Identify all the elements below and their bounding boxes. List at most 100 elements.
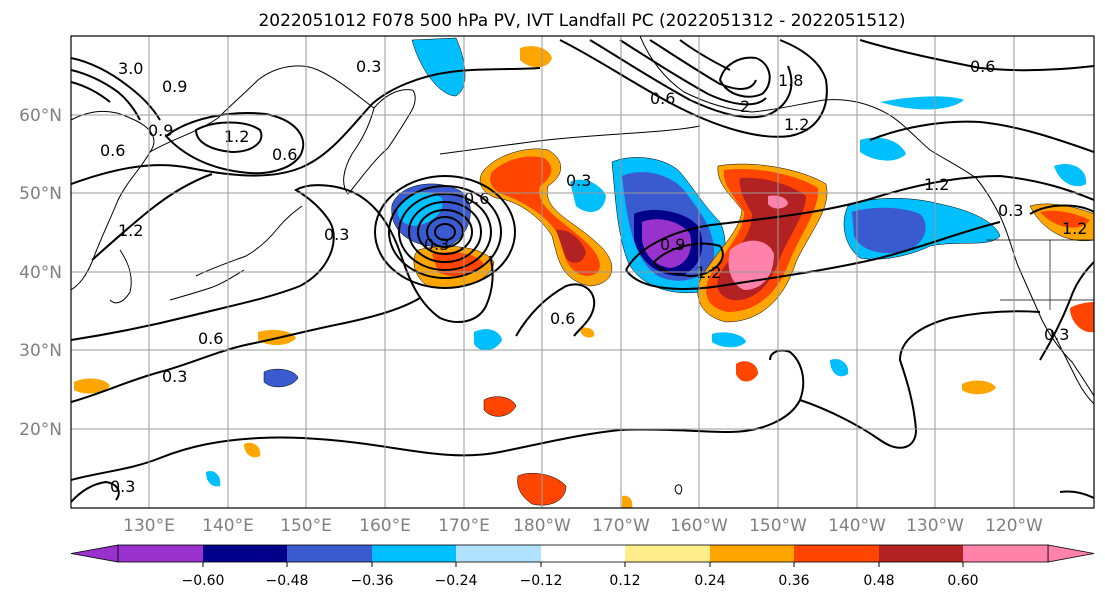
lon-tick-label: 170°W	[592, 516, 650, 536]
pv-contours	[71, 39, 1094, 503]
coastline-korea	[109, 249, 132, 304]
contour-line	[71, 69, 141, 121]
shade-region-negative	[474, 329, 502, 351]
figure-title: 2022051012 F078 500 hPa PV, IVT Landfall…	[258, 11, 905, 31]
contour-label: 0.3	[324, 225, 349, 244]
coastlines	[71, 36, 1094, 495]
shade-region-positive	[556, 229, 586, 263]
contour-label: 0.3	[162, 367, 187, 386]
colorbar-segment	[963, 545, 1048, 562]
contour-line	[434, 223, 456, 241]
lon-tick-label: 130°E	[123, 516, 175, 536]
coastline-hawaii	[674, 484, 683, 495]
shade-region-negative	[411, 37, 466, 97]
lon-tick-label: 160°W	[670, 516, 728, 536]
contour-line	[1039, 261, 1094, 361]
contour-label: 1.2	[224, 127, 249, 146]
contour-line	[71, 57, 161, 121]
shade-region-positive	[483, 396, 517, 417]
colorbar-segment	[541, 545, 625, 562]
contour-label: 0.6	[650, 89, 675, 108]
contour-line	[515, 283, 596, 337]
shade-region-positive	[74, 378, 110, 394]
contour-line	[398, 193, 492, 271]
shade-region-positive	[1040, 210, 1090, 228]
shade-region-positive	[520, 46, 552, 68]
contour-line	[71, 184, 494, 341]
contour-line	[859, 39, 1094, 72]
shade-region-negative	[397, 192, 443, 226]
contour-line	[71, 67, 541, 185]
contour-line	[91, 173, 213, 261]
colorbar-segment	[456, 545, 541, 562]
lat-tick-label: 30°N	[19, 341, 62, 361]
coastline-kamchatka	[343, 89, 416, 195]
contour-label: 1.2	[1062, 219, 1087, 238]
colorbar-tick-label: 0.48	[863, 573, 894, 589]
contour-label: 0.3	[998, 201, 1023, 220]
coastline-north-america	[1017, 265, 1094, 397]
contour-line	[194, 121, 263, 154]
colorbar-extend-min-arrow	[70, 544, 119, 563]
lat-tick-label: 50°N	[19, 184, 62, 204]
coastline-japan	[195, 205, 303, 277]
colorbar-tick-label: −0.36	[351, 573, 394, 589]
contour-label: 0.6	[100, 141, 125, 160]
contour-label: 1.2	[784, 115, 809, 134]
coastline-baja	[1051, 329, 1094, 405]
contour-line	[71, 297, 421, 403]
colorbar-segment	[710, 545, 794, 562]
gridlines	[71, 36, 1094, 508]
colorbar: −0.60 −0.48 −0.36 −0.24 −0.12 0.12 0.24 …	[70, 544, 1095, 589]
contour-line	[718, 56, 771, 98]
contour-line	[71, 480, 120, 503]
shade-region-positive	[962, 380, 996, 395]
shade-region-positive	[736, 361, 758, 382]
lon-tick-label: 140°W	[828, 516, 886, 536]
contour-line	[625, 174, 1094, 271]
shade-region-positive	[728, 240, 774, 290]
colorbar-extend-max-arrow	[1047, 544, 1095, 563]
contour-label: 3.0	[118, 59, 143, 78]
contour-label: 0.6	[970, 57, 995, 76]
contour-label: 0.6	[550, 309, 575, 328]
contour-line	[619, 39, 767, 106]
contour-label: 0.9	[148, 121, 173, 140]
contour-label: 0.6	[272, 145, 297, 164]
colorbar-segment	[794, 545, 879, 562]
latitude-labels: 60°N 50°N 40°N 30°N 20°N	[19, 106, 62, 440]
contour-label: 0.6	[464, 189, 489, 208]
shade-region-negative	[570, 179, 606, 212]
contour-label: 0.9	[162, 77, 187, 96]
contour-labels: 3.0 0.9 0.3 1.2 0.6 0.9 1.2 0.6 0.3 0.6 …	[100, 57, 1087, 496]
contour-line	[1059, 490, 1094, 499]
lon-tick-label: 160°E	[359, 516, 411, 536]
contour-line	[408, 201, 482, 263]
contour-label: 0.3	[1044, 325, 1069, 344]
contour-label: 0.6	[198, 329, 223, 348]
contour-label: 0.3	[110, 477, 135, 496]
contour-line	[426, 216, 464, 248]
lon-tick-label: 180°W	[513, 516, 571, 536]
colorbar-tick-label: −0.12	[520, 573, 563, 589]
colorbar-segment	[118, 545, 203, 562]
contour-label: 2	[740, 97, 750, 116]
coastline-alaska	[639, 36, 1019, 267]
shade-region-positive	[622, 495, 633, 508]
colorbar-segment	[879, 545, 963, 562]
colorbar-segment	[203, 545, 287, 562]
coastline-asia	[71, 111, 155, 291]
contour-line	[559, 39, 828, 138]
shade-region-negative	[263, 368, 299, 388]
contour-label: 0.9	[660, 235, 685, 254]
colorbar-tick-label: 0.36	[778, 573, 809, 589]
contour-line	[388, 185, 502, 279]
shade-region-negative	[880, 96, 964, 110]
shade-region-negative	[712, 332, 746, 348]
shade-region-negative	[642, 219, 692, 268]
contour-line	[374, 175, 516, 289]
contour-label: 1.2	[924, 175, 949, 194]
contour-line	[71, 81, 111, 103]
shade-region-negative	[206, 470, 221, 487]
